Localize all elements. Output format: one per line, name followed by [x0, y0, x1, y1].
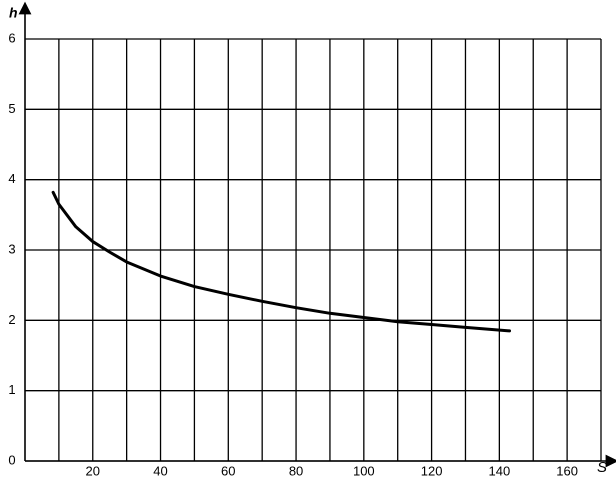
- x-tick-label: 80: [289, 463, 303, 478]
- y-axis-title: h: [9, 5, 18, 21]
- x-tick-label: 160: [556, 463, 578, 478]
- y-tick-label: 2: [8, 312, 15, 327]
- x-tick-label: 120: [421, 463, 443, 478]
- x-tick-label: 20: [86, 463, 100, 478]
- y-tick-label: 1: [8, 382, 15, 397]
- x-axis-title: S: [597, 459, 607, 476]
- y-tick-label: 3: [8, 241, 15, 256]
- x-tick-label: 140: [489, 463, 511, 478]
- x-tick-label: 60: [221, 463, 235, 478]
- line: [51, 190, 512, 333]
- y-tick-label: 6: [8, 30, 15, 45]
- x-tick-label: 100: [353, 463, 375, 478]
- y-tick-label: 4: [8, 171, 15, 186]
- y-tick-label: 5: [8, 101, 15, 116]
- y-tick-label: 0: [8, 452, 15, 467]
- x-tick-label: 40: [153, 463, 167, 478]
